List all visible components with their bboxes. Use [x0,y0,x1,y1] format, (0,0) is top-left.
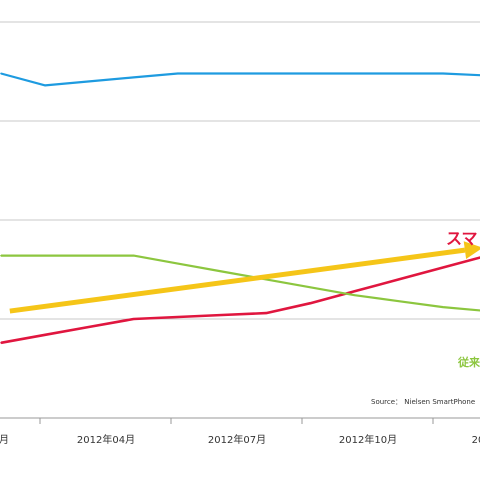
series-lines [0,72,480,345]
data-point [0,341,2,344]
data-point [44,84,46,87]
data-point [44,254,46,257]
data-point [221,270,223,273]
data-point [177,72,179,75]
series-line-0 [0,72,480,87]
data-point [88,80,91,83]
grid-lines [0,21,480,320]
data-point [177,316,179,318]
data-point [177,262,179,265]
data-point [398,300,400,302]
source-note: Source： Nielsen SmartPhone [371,398,475,406]
data-point [0,254,2,257]
data-point [221,314,223,316]
data-point [442,266,444,269]
x-tick-label: 2012年04月 [77,433,135,446]
trend-arrow-shaft [9,247,466,314]
data-point [132,254,135,257]
series-line-2 [1,254,480,312]
data-point [0,72,2,75]
x-tick-label: 2012年10月 [339,433,397,446]
trend-arrow [9,241,480,314]
data-point [88,326,91,328]
data-point [132,318,135,320]
data-point [353,294,356,297]
data-point [44,334,46,336]
data-point [353,72,356,75]
data-point [442,306,444,308]
data-point [132,76,135,79]
data-point [88,254,91,257]
trend-arrow-head [463,241,480,259]
x-tick-label: 2012年07月 [208,433,266,446]
series-line-1 [0,256,480,345]
x-tick-label: 月 [0,434,9,446]
data-point [309,72,312,75]
series-label-feature-phone: 従来 [457,355,480,369]
data-point [221,72,223,75]
data-point [442,72,444,75]
data-point [265,312,268,314]
data-point [309,286,312,289]
data-point [398,72,400,75]
series-label-smartphone: スマ [446,229,478,248]
data-point [265,72,268,75]
data-point [309,302,312,304]
x-tick-labels: 月 2012年04月 2012年07月 2012年10月 20 [0,433,480,446]
data-point [398,278,400,281]
data-point [353,290,356,293]
x-axis [0,417,480,424]
x-tick-label: 20 [472,435,480,446]
